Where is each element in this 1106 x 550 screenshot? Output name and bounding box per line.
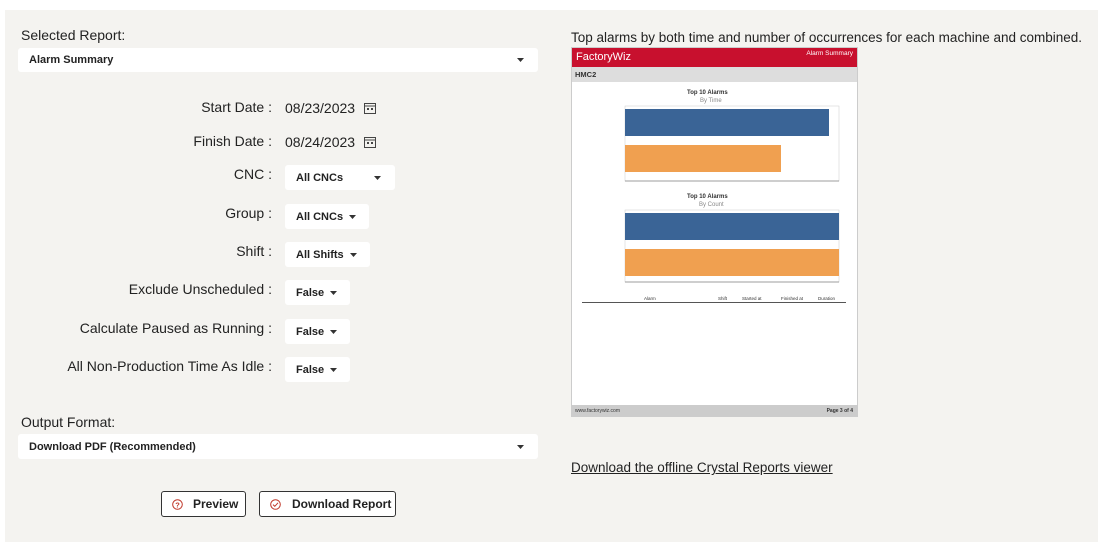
select-value: False <box>296 363 325 376</box>
thumb-header <box>572 48 857 67</box>
thumb-footer <box>572 405 857 416</box>
thumb-chart-title: Top 10 Alarms <box>687 90 728 96</box>
cnc-select[interactable]: All CNCs <box>285 165 395 190</box>
output-select[interactable]: Download PDF (Recommended) <box>18 434 538 459</box>
caret <box>330 367 337 372</box>
caret <box>350 252 357 257</box>
thumb-table-rule <box>582 302 846 303</box>
date-input[interactable]: 08/24/2023 <box>280 130 380 154</box>
bool-select[interactable]: False <box>285 319 350 344</box>
calendar-icon <box>364 137 376 148</box>
output-value: Download PDF (Recommended) <box>29 440 196 453</box>
date-value: 08/24/2023 <box>285 134 356 150</box>
button-text: Preview <box>193 497 239 511</box>
bool-select[interactable]: False <box>285 357 350 382</box>
report-description: Top alarms by both time and number of oc… <box>571 30 1083 45</box>
date-input[interactable]: 08/23/2023 <box>280 96 380 120</box>
field-label: Start Date : <box>201 99 272 115</box>
select-value: False <box>296 325 325 338</box>
thumb-table-header: Finished at <box>781 296 804 301</box>
button-text: Download Report <box>292 497 392 511</box>
select-value: All CNCs <box>296 210 344 223</box>
report-select[interactable]: Alarm Summary <box>18 48 538 72</box>
thumb-table-header: Duration <box>818 296 836 301</box>
report-label: Selected Report: <box>21 27 126 43</box>
field-label: Exclude Unscheduled : <box>128 281 272 297</box>
report-value: Alarm Summary <box>29 54 114 66</box>
thumb-chart-subtitle: By Count <box>699 202 724 208</box>
caret <box>374 175 381 180</box>
select-value: False <box>296 286 325 299</box>
viewer-link[interactable]: Download the offline Crystal Reports vie… <box>571 460 833 475</box>
thumb-brand: FactoryWiz <box>576 51 631 63</box>
check-icon <box>270 498 281 510</box>
field-label: Group : <box>225 205 272 221</box>
caret <box>349 214 356 219</box>
preview-button[interactable]: ? Preview <box>161 491 246 517</box>
caret <box>517 444 524 449</box>
svg-text:?: ? <box>175 500 180 509</box>
date-value: 08/23/2023 <box>285 100 356 116</box>
field-label: CNC : <box>233 166 272 182</box>
group-select[interactable]: All CNCs <box>285 204 369 229</box>
thumb-table-header: Started at <box>742 296 762 301</box>
thumb-table-header: Alarm <box>644 296 656 301</box>
thumb-title: Alarm Summary <box>806 50 853 57</box>
download-button[interactable]: Download Report <box>259 491 396 517</box>
report-panel <box>5 10 1098 542</box>
shift-select[interactable]: All Shifts <box>285 242 370 267</box>
output-label: Output Format: <box>21 414 116 430</box>
thumb-chart-subtitle: By Time <box>700 98 722 104</box>
report-thumbnail: FactoryWiz Alarm Summary HMC2 Top 10 Ala… <box>571 47 858 417</box>
thumb-chart <box>624 209 840 283</box>
caret <box>517 58 524 62</box>
thumb-footer-right: Page 3 of 4 <box>826 408 853 414</box>
bool-select[interactable]: False <box>285 280 350 305</box>
help-icon: ? <box>172 498 183 510</box>
select-value: All CNCs <box>296 171 344 184</box>
thumb-table-header: Shift <box>718 296 728 301</box>
calendar-icon <box>364 103 376 114</box>
caret <box>330 290 337 295</box>
field-label: Finish Date : <box>193 133 272 149</box>
thumb-machine: HMC2 <box>575 70 597 79</box>
thumb-chart <box>624 105 840 182</box>
caret <box>330 329 337 334</box>
thumb-subheader <box>572 67 857 82</box>
field-label: All Non-Production Time As Idle : <box>67 358 272 374</box>
field-label: Calculate Paused as Running : <box>79 320 272 336</box>
thumb-footer-left: www.factorywiz.com <box>575 408 621 414</box>
select-value: All Shifts <box>296 248 344 261</box>
field-label: Shift : <box>236 243 272 259</box>
thumb-chart-title: Top 10 Alarms <box>687 194 728 200</box>
